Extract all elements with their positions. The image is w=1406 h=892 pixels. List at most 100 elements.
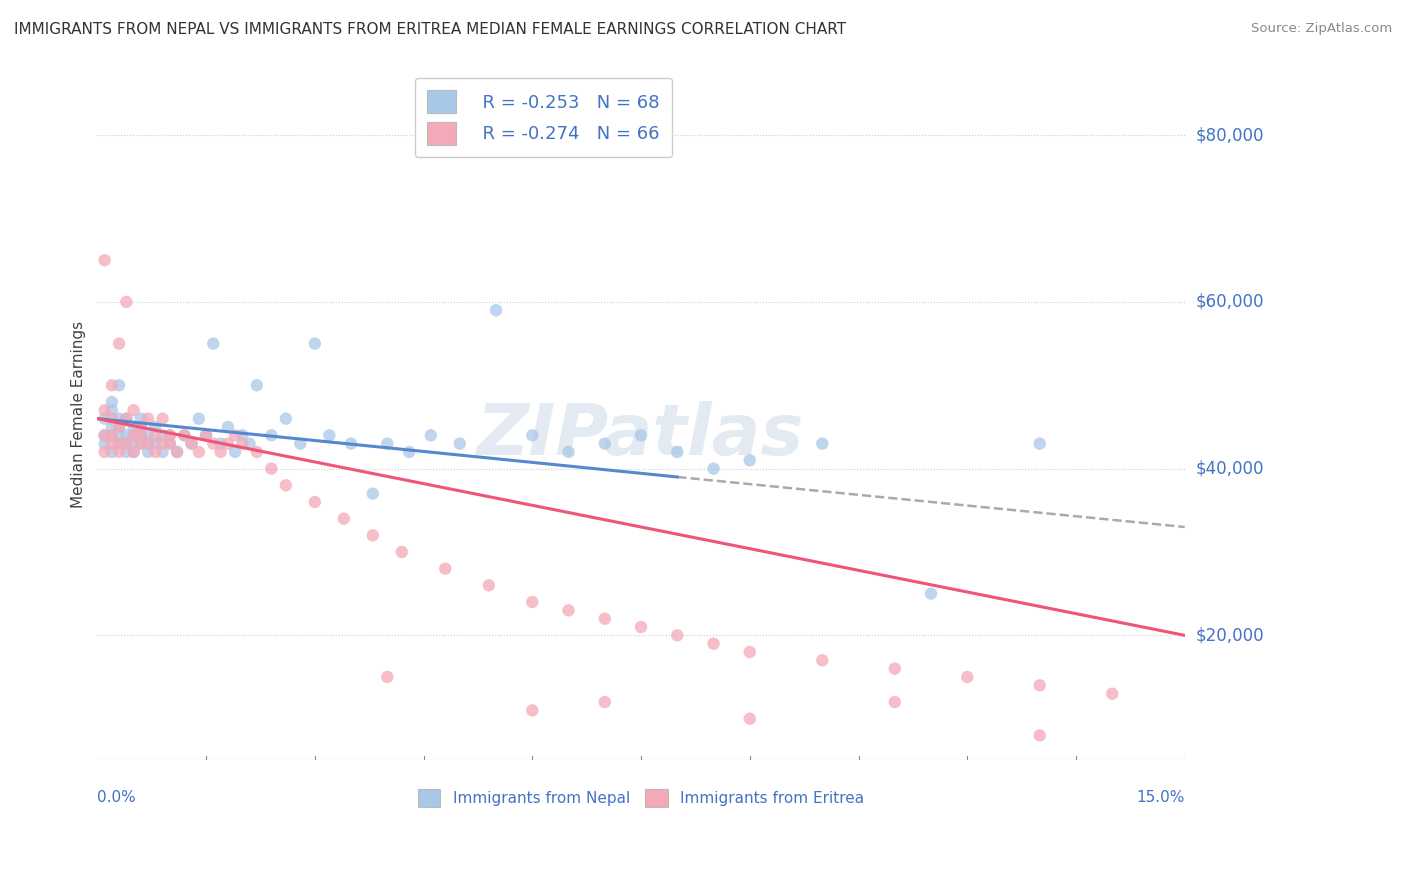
Point [93, 428, 115, 442]
Point [340, 436, 363, 450]
Point [391, 545, 413, 559]
Point [108, 420, 131, 434]
Point [101, 378, 124, 392]
Point [129, 436, 152, 450]
Point [122, 428, 145, 442]
Point [239, 436, 262, 450]
Point [956, 670, 979, 684]
Text: IMMIGRANTS FROM NEPAL VS IMMIGRANTS FROM ERITREA MEDIAN FEMALE EARNINGS CORRELAT: IMMIGRANTS FROM NEPAL VS IMMIGRANTS FROM… [14, 22, 846, 37]
Point [159, 436, 181, 450]
Point [224, 445, 246, 459]
Point [129, 428, 152, 442]
Point [115, 428, 138, 442]
Point [522, 595, 544, 609]
Point [246, 445, 269, 459]
Point [1101, 687, 1123, 701]
Text: $60,000: $60,000 [1197, 293, 1264, 311]
Point [173, 428, 195, 442]
Point [180, 436, 202, 450]
Point [115, 436, 138, 450]
Point [108, 411, 131, 425]
Point [93, 428, 115, 442]
Point [304, 495, 326, 509]
Point [108, 436, 131, 450]
Point [260, 461, 283, 475]
Text: 0.0%: 0.0% [97, 789, 136, 805]
Point [129, 411, 152, 425]
Point [419, 428, 441, 442]
Point [883, 662, 905, 676]
Point [375, 436, 398, 450]
Point [195, 428, 218, 442]
Point [101, 403, 124, 417]
Point [187, 445, 209, 459]
Point [129, 436, 152, 450]
Point [274, 478, 297, 492]
Point [375, 670, 398, 684]
Point [136, 411, 159, 425]
Y-axis label: Median Female Earnings: Median Female Earnings [72, 321, 86, 508]
Point [274, 411, 297, 425]
Point [593, 612, 616, 626]
Legend: Immigrants from Nepal, Immigrants from Eritrea: Immigrants from Nepal, Immigrants from E… [411, 781, 872, 815]
Point [93, 253, 115, 268]
Point [811, 653, 834, 667]
Point [108, 445, 131, 459]
Point [224, 428, 246, 442]
Point [1029, 678, 1052, 692]
Point [115, 411, 138, 425]
Point [122, 420, 145, 434]
Point [522, 428, 544, 442]
Text: Source: ZipAtlas.com: Source: ZipAtlas.com [1251, 22, 1392, 36]
Point [93, 411, 115, 425]
Point [122, 445, 145, 459]
Point [593, 436, 616, 450]
Point [136, 436, 159, 450]
Point [666, 628, 689, 642]
Text: $40,000: $40,000 [1197, 459, 1264, 477]
Point [318, 428, 340, 442]
Point [361, 528, 384, 542]
Text: $80,000: $80,000 [1197, 126, 1264, 145]
Point [738, 645, 761, 659]
Point [557, 603, 579, 617]
Point [143, 445, 166, 459]
Point [115, 411, 138, 425]
Point [143, 420, 166, 434]
Point [449, 436, 471, 450]
Point [173, 428, 195, 442]
Point [209, 445, 232, 459]
Point [129, 420, 152, 434]
Point [136, 445, 159, 459]
Point [152, 411, 174, 425]
Point [101, 428, 124, 442]
Point [246, 378, 269, 392]
Point [152, 445, 174, 459]
Point [398, 445, 420, 459]
Point [630, 620, 652, 634]
Point [304, 336, 326, 351]
Point [115, 294, 138, 309]
Point [202, 436, 225, 450]
Point [159, 428, 181, 442]
Point [101, 445, 124, 459]
Point [122, 428, 145, 442]
Point [108, 378, 131, 392]
Point [557, 445, 579, 459]
Point [333, 511, 356, 525]
Point [143, 428, 166, 442]
Point [152, 428, 174, 442]
Point [108, 436, 131, 450]
Point [108, 420, 131, 434]
Point [159, 436, 181, 450]
Point [920, 587, 942, 601]
Point [180, 436, 202, 450]
Point [101, 411, 124, 425]
Point [217, 420, 239, 434]
Point [1029, 436, 1052, 450]
Point [738, 712, 761, 726]
Point [260, 428, 283, 442]
Point [101, 428, 124, 442]
Text: $20,000: $20,000 [1197, 626, 1264, 644]
Text: ZIPatlas: ZIPatlas [478, 401, 804, 470]
